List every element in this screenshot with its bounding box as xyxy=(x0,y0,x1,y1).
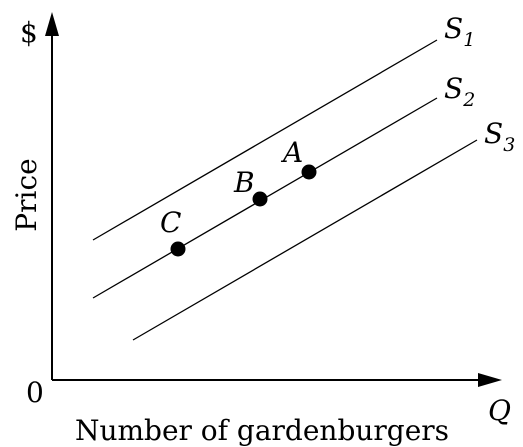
x-symbol: Q xyxy=(488,394,511,427)
curve-letter: S xyxy=(444,12,463,45)
point xyxy=(252,191,268,207)
point-label: B xyxy=(233,166,255,199)
x-arrow xyxy=(478,373,502,387)
curve-letter: S xyxy=(444,72,463,105)
curve-subscript: 1 xyxy=(463,29,475,51)
point-label: A xyxy=(280,136,303,169)
y-arrow xyxy=(45,12,59,36)
curve-label: S1 xyxy=(444,12,475,51)
curve-subscript: 3 xyxy=(503,134,515,156)
curve-label: S3 xyxy=(484,117,515,156)
curve-label: S2 xyxy=(444,72,475,111)
point xyxy=(301,164,317,180)
point xyxy=(170,241,186,257)
supply-curve xyxy=(92,39,438,241)
curve-letter: S xyxy=(484,117,503,150)
point-label: C xyxy=(160,206,181,239)
y-symbol: $ xyxy=(20,16,38,49)
origin: 0 xyxy=(26,376,44,409)
y-label: Price xyxy=(10,158,43,231)
supply-curve xyxy=(132,139,478,341)
curve-subscript: 2 xyxy=(462,89,475,111)
x-label: Number of gardenburgers xyxy=(75,414,449,447)
